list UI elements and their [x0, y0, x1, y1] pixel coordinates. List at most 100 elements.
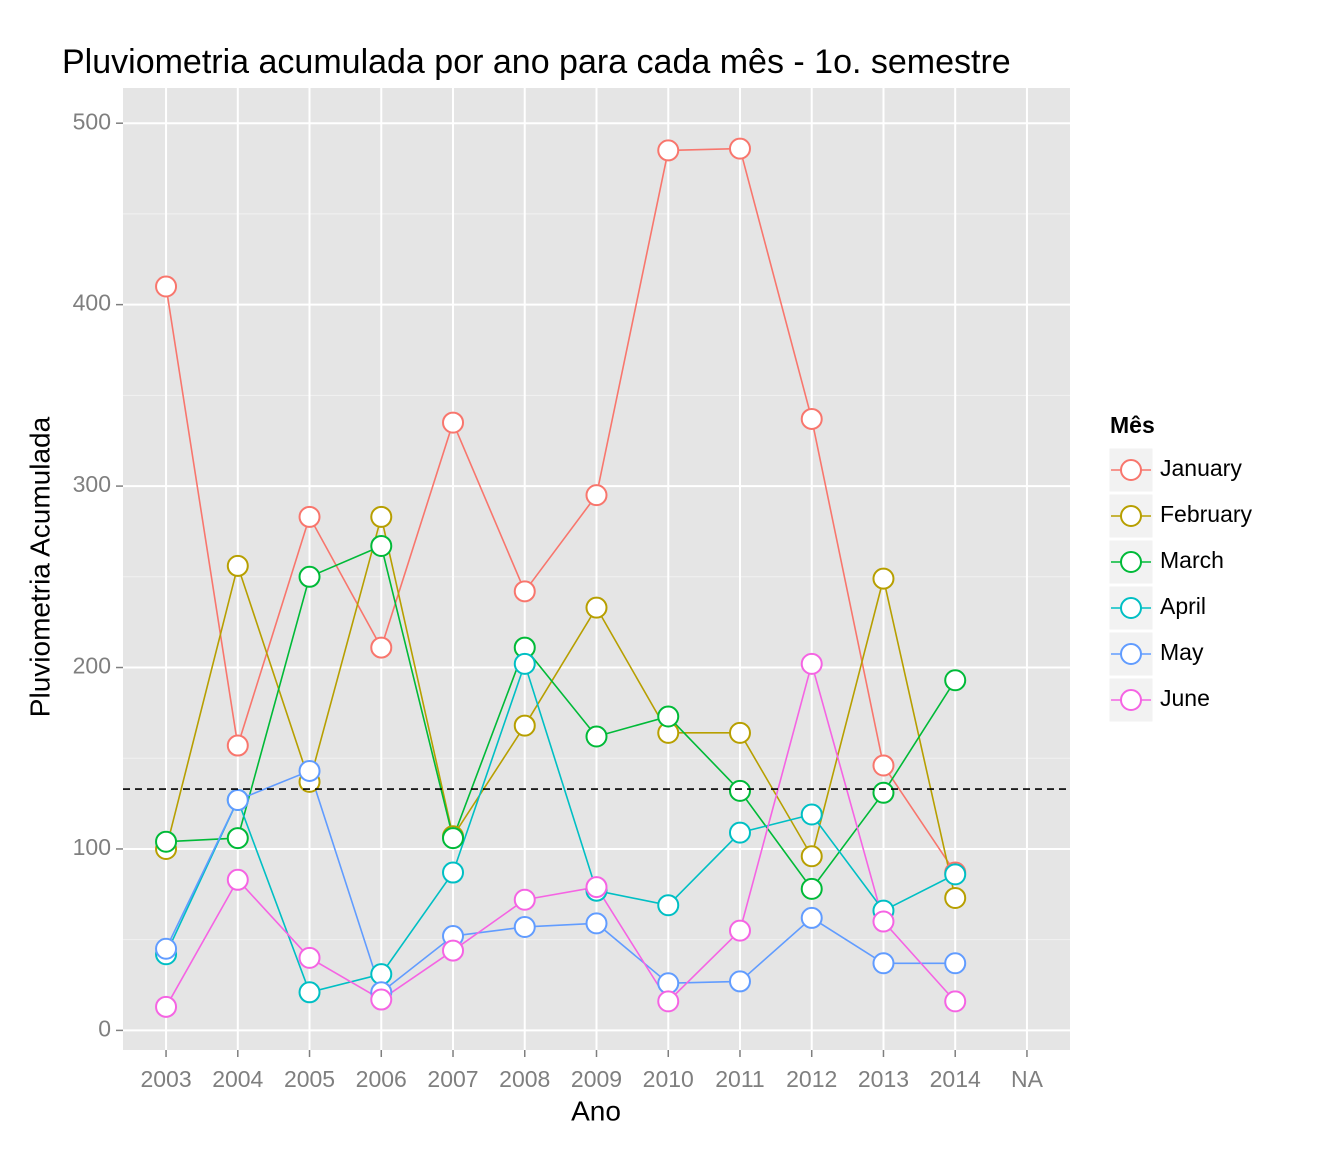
- legend-symbol: [1120, 505, 1142, 527]
- data-point: [513, 652, 536, 675]
- data-point: [226, 734, 249, 757]
- data-point: [944, 886, 967, 909]
- data-point: [657, 894, 680, 917]
- x-tick-label: 2010: [643, 1066, 694, 1092]
- data-point: [370, 963, 393, 986]
- data-point: [513, 714, 536, 737]
- x-tick-label: NA: [1011, 1066, 1044, 1092]
- legend-symbol: [1120, 643, 1142, 665]
- data-point: [872, 567, 895, 590]
- data-point: [800, 803, 823, 826]
- data-point: [728, 779, 751, 802]
- data-point: [226, 788, 249, 811]
- data-point: [442, 411, 465, 434]
- data-point: [442, 939, 465, 962]
- legend-label: June: [1160, 685, 1210, 711]
- series-line: [165, 147, 956, 873]
- x-tick-label: 2003: [140, 1066, 191, 1092]
- x-tick-label: 2006: [356, 1066, 407, 1092]
- x-tick-label: 2007: [427, 1066, 478, 1092]
- data-point: [298, 981, 321, 1004]
- data-point: [155, 937, 178, 960]
- series-line: [166, 544, 956, 891]
- series-line: [165, 661, 956, 994]
- data-point: [800, 652, 823, 675]
- chart-title: Pluviometria acumulada por ano para cada…: [62, 43, 1011, 81]
- x-tick-label: 2008: [499, 1066, 550, 1092]
- data-point: [298, 565, 321, 588]
- data-point: [800, 407, 823, 430]
- series-line: [165, 516, 956, 899]
- data-point: [657, 139, 680, 162]
- data-point: [944, 863, 967, 886]
- data-point: [800, 845, 823, 868]
- y-tick-label: 0: [98, 1015, 111, 1041]
- legend-label: March: [1160, 547, 1224, 573]
- data-point: [442, 827, 465, 850]
- x-tick-label: 2009: [571, 1066, 622, 1092]
- data-point: [728, 970, 751, 993]
- data-point: [226, 868, 249, 891]
- series-line: [165, 769, 956, 994]
- legend-label: April: [1160, 593, 1206, 619]
- x-axis-label: Ano: [571, 1095, 621, 1126]
- data-point: [226, 554, 249, 577]
- y-tick-label: 300: [73, 471, 111, 497]
- data-point: [872, 754, 895, 777]
- data-point: [513, 888, 536, 911]
- x-tick-label: 2005: [284, 1066, 335, 1092]
- data-point: [944, 990, 967, 1013]
- legend-title: Mês: [1110, 412, 1155, 438]
- y-tick-label: 100: [73, 834, 111, 860]
- y-tick-label: 500: [73, 108, 111, 134]
- data-point: [944, 952, 967, 975]
- data-point: [155, 995, 178, 1018]
- legend-symbol: [1120, 459, 1142, 481]
- data-point: [370, 636, 393, 659]
- legend-label: May: [1160, 639, 1204, 665]
- data-point: [944, 669, 967, 692]
- data-point: [728, 821, 751, 844]
- data-point: [226, 827, 249, 850]
- x-tick-label: 2013: [858, 1066, 909, 1092]
- legend-symbol: [1120, 689, 1142, 711]
- data-point: [155, 275, 178, 298]
- x-tick-label: 2011: [715, 1066, 764, 1092]
- data-point: [800, 877, 823, 900]
- y-axis-label: Pluviometria Acumulada: [24, 416, 55, 717]
- data-point: [728, 721, 751, 744]
- x-tick-label: 2014: [930, 1066, 981, 1092]
- data-point: [657, 705, 680, 728]
- data-point: [657, 990, 680, 1013]
- data-point: [872, 910, 895, 933]
- data-point: [728, 919, 751, 942]
- data-point: [370, 988, 393, 1011]
- data-point: [513, 580, 536, 603]
- legend-label: February: [1160, 501, 1253, 527]
- data-point: [872, 952, 895, 975]
- data-point: [513, 915, 536, 938]
- data-point: [585, 596, 608, 619]
- data-point: [442, 861, 465, 884]
- data-point: [298, 759, 321, 782]
- data-point: [872, 781, 895, 804]
- legend-symbol: [1120, 597, 1142, 619]
- legend-symbol: [1120, 551, 1142, 573]
- data-point: [155, 830, 178, 853]
- legend-label: January: [1160, 455, 1242, 481]
- data-point: [728, 137, 751, 160]
- y-tick-label: 400: [73, 290, 111, 316]
- data-point: [298, 505, 321, 528]
- series-line: [165, 660, 956, 1008]
- data-point: [585, 912, 608, 935]
- data-point: [585, 725, 608, 748]
- y-tick-label: 200: [73, 653, 111, 679]
- data-point: [585, 876, 608, 899]
- data-point: [370, 505, 393, 528]
- data-point: [585, 484, 608, 507]
- x-tick-label: 2004: [212, 1066, 263, 1092]
- data-point: [370, 534, 393, 557]
- data-point: [657, 972, 680, 995]
- x-tick-label: 2012: [786, 1066, 837, 1092]
